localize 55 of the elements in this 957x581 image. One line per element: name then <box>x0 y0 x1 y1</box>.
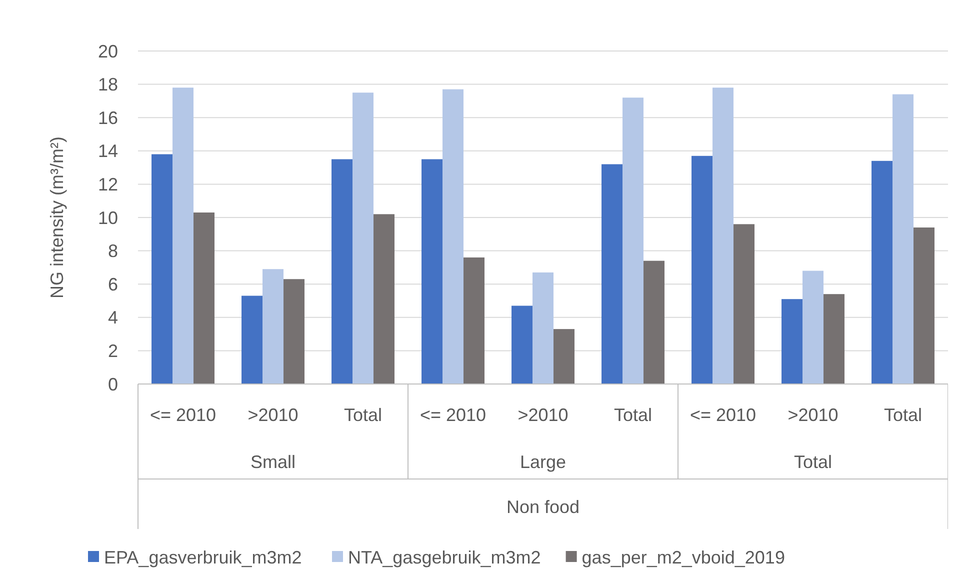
bar <box>782 299 802 384</box>
text: Large <box>520 452 566 472</box>
bar <box>422 159 442 384</box>
y-tick-label: 20 <box>98 41 118 62</box>
bar <box>692 156 712 384</box>
bar <box>442 89 464 384</box>
bar <box>644 260 664 384</box>
bar <box>734 224 754 384</box>
legend-label: NTA_gasgebruik_m3m2 <box>348 547 541 568</box>
bar <box>374 214 394 384</box>
x-tick-label: Total <box>884 405 922 425</box>
bar <box>872 160 892 384</box>
bar <box>802 270 824 384</box>
bar <box>554 329 574 384</box>
bar <box>332 159 352 384</box>
bar <box>172 88 194 384</box>
text: Total <box>794 452 832 472</box>
x-tick-label: Total <box>344 405 382 425</box>
y-tick-label: 18 <box>98 74 118 95</box>
x-tick-label: <= 2010 <box>420 405 486 425</box>
text: Non food <box>506 497 580 517</box>
bar <box>512 306 532 384</box>
bar <box>892 94 914 384</box>
y-tick-label: 12 <box>98 174 118 194</box>
bar <box>602 164 622 384</box>
x-tick-label: >2010 <box>248 405 298 425</box>
y-tick-label: 4 <box>108 308 118 328</box>
bar <box>284 279 304 384</box>
y-axis-title: NG intensity (m³/m²) <box>47 136 67 298</box>
y-tick-label: 10 <box>98 208 118 228</box>
text: Small <box>250 452 296 472</box>
y-tick-label: 16 <box>98 108 118 128</box>
bar <box>194 212 214 384</box>
bar <box>622 98 644 384</box>
x-tick-label: <= 2010 <box>690 405 756 425</box>
x-tick-label: >2010 <box>788 405 838 425</box>
bar <box>712 88 734 384</box>
bar <box>824 294 844 384</box>
bar <box>262 269 284 384</box>
legend-label: gas_per_m2_vboid_2019 <box>582 547 785 568</box>
bar <box>532 272 554 384</box>
x-tick-label: >2010 <box>518 405 568 425</box>
legend-label: EPA_gasverbruik_m3m2 <box>104 547 302 568</box>
bar <box>464 257 484 384</box>
y-tick-label: 6 <box>108 274 118 294</box>
bar <box>914 227 934 384</box>
bar <box>152 154 172 384</box>
x-tick-label: <= 2010 <box>150 405 216 425</box>
x-tick-label: Total <box>614 405 652 425</box>
bar <box>352 92 374 384</box>
y-tick-label: 2 <box>108 341 118 361</box>
bar <box>242 296 262 384</box>
y-tick-label: 0 <box>108 374 118 394</box>
y-tick-label: 14 <box>98 141 118 162</box>
y-tick-label: 8 <box>108 241 118 262</box>
